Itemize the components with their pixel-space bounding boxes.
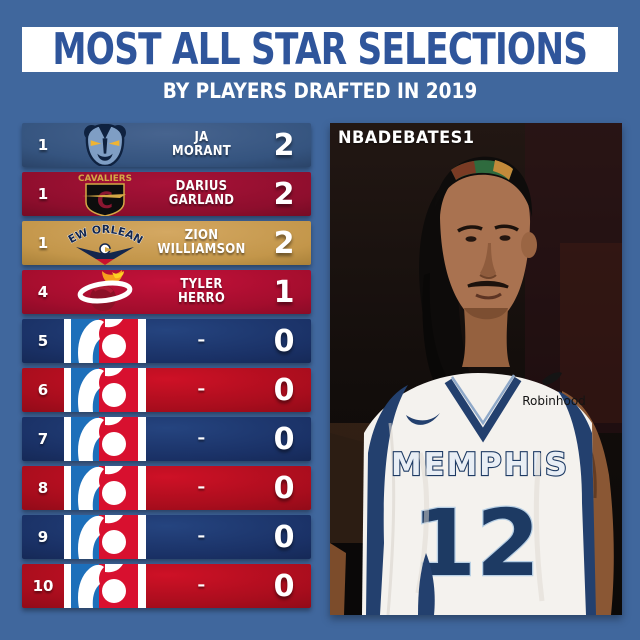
team-logo-cell [64, 319, 146, 363]
rank-cell: 8 [37, 479, 49, 497]
rank-cell: 7 [37, 430, 49, 448]
player-name-line2: WILLIAMSON [157, 242, 246, 257]
jersey-wordmark: MEMPHIS [391, 447, 569, 483]
rank-cell: 1 [37, 136, 49, 154]
selection-count: 0 [273, 323, 295, 359]
jersey-sponsor-text: Robinhood [522, 394, 586, 408]
nba-logo [64, 417, 146, 461]
player-name-line1: – [197, 526, 206, 547]
player-name-line1: JA [194, 130, 209, 146]
table-row: 1 JA MORANT 2 [22, 123, 311, 167]
nba-logo [64, 466, 146, 510]
team-logo-cell: NEW ORLEANS [64, 221, 146, 265]
selection-count: 2 [273, 127, 295, 163]
player-name-line1: – [197, 575, 206, 596]
table-row: 9 – 0 [22, 515, 311, 559]
team-logo-cell [64, 123, 146, 167]
player-photo: NBADEBATES1 [330, 123, 622, 615]
team-logo-cell [64, 564, 146, 608]
team-logo-cell [64, 368, 146, 412]
grizzlies-logo [84, 124, 126, 166]
team-logo-cell [64, 270, 146, 314]
selection-count: 0 [273, 568, 295, 604]
nba-logo [64, 515, 146, 559]
selection-count: 1 [273, 274, 295, 310]
table-row: 4 TYLER HERRO 1 [22, 270, 311, 314]
player-name-line1: – [197, 379, 206, 400]
heat-logo [77, 270, 133, 311]
cavaliers-logo: CAVALIERS C [78, 174, 132, 216]
player-name: DARIUS GARLAND [152, 180, 252, 207]
cavaliers-wordmark: CAVALIERS [78, 174, 132, 184]
player-name-line1: – [197, 428, 206, 449]
selection-count: 0 [273, 372, 295, 408]
page-title: MOST ALL STAR SELECTIONS [52, 24, 589, 75]
table-row: 5 – 0 [22, 319, 311, 363]
nba-logo [64, 564, 146, 608]
player-name-line1: ZION [184, 228, 219, 244]
player-name: ZION WILLIAMSON [152, 229, 252, 256]
player-name: – [152, 330, 252, 351]
table-row: 8 – 0 [22, 466, 311, 510]
rank-cell: 5 [37, 332, 49, 350]
player-name: – [152, 526, 252, 547]
table-row: 10 – 0 [22, 564, 311, 608]
player-name-line1: – [197, 330, 206, 351]
player-name: – [152, 379, 252, 400]
player-name-line1: – [197, 477, 206, 498]
team-logo-cell: CAVALIERS C [64, 172, 146, 216]
player-name-line1: TYLER [180, 277, 223, 293]
svg-text:C: C [97, 189, 113, 214]
selection-count: 2 [273, 225, 295, 261]
table-row: 1 CAVALIERS C DARIUS GARLAND 2 [22, 172, 311, 216]
nba-logo [64, 319, 146, 363]
selection-count: 0 [273, 470, 295, 506]
table-row: 1 NEW ORLEANS ZION WILLIAMSON 2 [22, 221, 311, 265]
table-row: 6 – 0 [22, 368, 311, 412]
watermark-text: NBADEBATES1 [338, 128, 475, 148]
pelicans-wordmark: NEW ORLEANS [66, 221, 144, 247]
nba-logo [64, 368, 146, 412]
team-logo-cell [64, 466, 146, 510]
title-bar: MOST ALL STAR SELECTIONS [22, 24, 618, 75]
player-name: – [152, 477, 252, 498]
team-logo-cell [64, 417, 146, 461]
selection-count: 0 [273, 421, 295, 457]
player-illustration: Robinhood MEMPHIS 12 [330, 123, 622, 615]
table-row: 7 – 0 [22, 417, 311, 461]
svg-text:NEW ORLEANS: NEW ORLEANS [66, 221, 144, 247]
player-name: – [152, 428, 252, 449]
rankings-table: 1 JA MORANT 2 1 CAVALIERS C DARIUS GARLA… [22, 123, 311, 613]
rank-cell: 6 [37, 381, 49, 399]
rank-cell: 9 [37, 528, 49, 546]
rank-cell: 1 [37, 234, 49, 252]
team-logo-cell [64, 515, 146, 559]
selection-count: 2 [273, 176, 295, 212]
selection-count: 0 [273, 519, 295, 555]
rank-cell: 1 [37, 185, 49, 203]
player-name: – [152, 575, 252, 596]
player-name: JA MORANT [152, 131, 252, 158]
page-subtitle: BY PLAYERS DRAFTED IN 2019 [162, 79, 478, 103]
rank-cell: 10 [32, 577, 54, 595]
player-name-line2: GARLAND [168, 193, 235, 208]
player-name-line1: DARIUS [175, 179, 228, 195]
player-name-line2: HERRO [177, 291, 226, 306]
player-name-line2: MORANT [171, 144, 232, 159]
pelicans-logo: NEW ORLEANS [66, 221, 144, 265]
player-name: TYLER HERRO [152, 278, 252, 305]
rank-cell: 4 [37, 283, 49, 301]
